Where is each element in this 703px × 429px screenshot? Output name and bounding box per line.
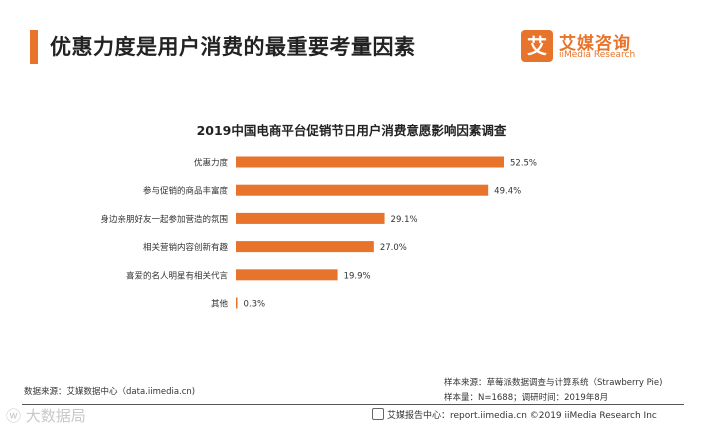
report-icon <box>372 408 384 420</box>
sample-source: 样本来源：草莓派数据调查与计算系统（Strawberry Pie) <box>444 378 663 388</box>
watermark: ⓦ 大数据局 <box>6 407 86 425</box>
page-title: 优惠力度是用户消费的最重要考量因素 <box>50 35 416 59</box>
chart-title: 2019中国电商平台促销节日用户消费意愿影响因素调查 <box>196 123 507 138</box>
report-center-text: 艾媒报告中心：report.iimedia.cn ©2019 iiMedia R… <box>387 411 657 421</box>
value-label: 19.9% <box>344 271 371 281</box>
value-label: 52.5% <box>510 159 537 169</box>
value-label: 27.0% <box>380 243 407 253</box>
bar <box>236 297 238 309</box>
category-label: 身边亲朋好友一起参加营造的氛围 <box>100 214 228 225</box>
sample-size: 样本量：N=1688；调研时间：2019年8月 <box>444 393 609 403</box>
value-label: 0.3% <box>244 300 266 310</box>
bar <box>236 269 338 281</box>
title-accent-bar <box>30 30 38 64</box>
logo-english-text: iiMedia Research <box>559 50 636 60</box>
logo-mark-icon: 艾 <box>521 30 553 62</box>
bar <box>236 241 374 253</box>
bar <box>236 212 385 224</box>
category-label: 参与促销的商品丰富度 <box>143 186 229 197</box>
data-source: 数据来源：艾媒数据中心（data.iimedia.cn) <box>24 387 196 397</box>
footer-divider <box>22 404 684 405</box>
bar <box>236 184 489 196</box>
watermark-text: 大数据局 <box>25 407 86 425</box>
iimedia-logo: 艾 艾媒咨询 iiMedia Research <box>521 30 681 64</box>
category-label: 其他 <box>211 299 229 310</box>
bar <box>236 156 504 168</box>
value-label: 29.1% <box>391 215 418 225</box>
report-center: 艾媒报告中心：report.iimedia.cn ©2019 iiMedia R… <box>372 408 657 421</box>
value-label: 49.4% <box>494 187 521 197</box>
category-label: 喜爱的名人明星有相关代言 <box>126 270 229 281</box>
logo-chinese-text: 艾媒咨询 <box>559 34 631 54</box>
category-label: 优惠力度 <box>194 158 229 169</box>
category-label: 相关营销内容创新有趣 <box>143 242 229 253</box>
